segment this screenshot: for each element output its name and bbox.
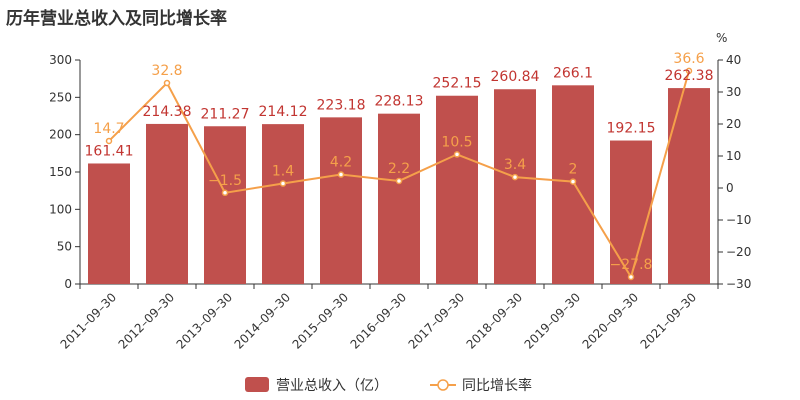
bar-value-label: 214.12 bbox=[259, 104, 308, 120]
bar-value-label: 262.38 bbox=[665, 68, 714, 84]
y-right-tick-label: −10 bbox=[726, 213, 751, 227]
legend-label-growth: 同比增长率 bbox=[462, 377, 532, 394]
bar-value-label: 161.41 bbox=[85, 143, 134, 159]
bar-value-label: 252.15 bbox=[433, 76, 482, 92]
growth-value-label: 1.4 bbox=[272, 164, 294, 180]
legend-marker-growth bbox=[437, 379, 449, 391]
y-right-tick-label: 30 bbox=[726, 85, 741, 99]
x-tick-label: 2014–09–30 bbox=[232, 290, 294, 352]
x-tick-label: 2011–09–30 bbox=[58, 290, 120, 352]
bar bbox=[668, 88, 710, 284]
bar bbox=[88, 163, 130, 284]
y-left-tick-label: 150 bbox=[49, 165, 72, 179]
chart-title: 历年营业总收入及同比增长率 bbox=[6, 9, 227, 29]
growth-value-label: 36.6 bbox=[673, 51, 704, 67]
growth-value-label: −1.5 bbox=[208, 173, 242, 189]
legend-swatch-revenue bbox=[245, 377, 269, 392]
y-right-tick-label: 10 bbox=[726, 149, 741, 163]
x-tick-label: 2012–09–30 bbox=[116, 290, 178, 352]
x-tick-label: 2017–09–30 bbox=[406, 290, 468, 352]
growth-point bbox=[453, 151, 461, 158]
growth-point bbox=[511, 173, 519, 181]
growth-value-label: 4.2 bbox=[330, 155, 352, 171]
growth-value-label: 2.2 bbox=[388, 161, 410, 177]
bar-value-label: 192.15 bbox=[607, 121, 656, 137]
y-right-axis-unit: % bbox=[716, 31, 727, 45]
x-tick-label: 2021–09–30 bbox=[638, 290, 700, 352]
bars-group bbox=[88, 85, 710, 285]
growth-point bbox=[685, 67, 693, 75]
growth-point bbox=[279, 180, 287, 187]
legend-label-revenue: 营业总收入（亿） bbox=[276, 378, 388, 394]
growth-value-label: 2 bbox=[569, 162, 578, 178]
bar bbox=[494, 89, 536, 284]
bar-value-label: 223.18 bbox=[317, 97, 366, 113]
growth-value-label: 10.5 bbox=[441, 134, 472, 150]
growth-value-label: 3.4 bbox=[504, 157, 526, 173]
labels-group: 161.41 214.38 211.27 214.12 223.18 228.13 252.… bbox=[85, 51, 714, 273]
bar-value-label: 214.38 bbox=[143, 104, 192, 120]
y-right-tick-label: 0 bbox=[726, 181, 734, 195]
bar bbox=[204, 126, 246, 284]
bar-value-label: 228.13 bbox=[375, 94, 424, 110]
growth-value-label: 32.8 bbox=[151, 63, 182, 79]
x-tick-label: 2013–09–30 bbox=[174, 290, 236, 352]
bar bbox=[610, 140, 652, 284]
y-left-tick-label: 0 bbox=[64, 277, 72, 291]
x-tick-label: 2019–09–30 bbox=[522, 290, 584, 352]
growth-point bbox=[569, 178, 577, 185]
growth-value-label: −27.8 bbox=[610, 257, 653, 273]
bar bbox=[146, 123, 188, 285]
y-right-tick-label: 40 bbox=[726, 53, 741, 67]
growth-point bbox=[163, 79, 171, 87]
y-left-tick-label: 100 bbox=[49, 202, 72, 216]
growth-point bbox=[337, 171, 345, 178]
growth-point bbox=[395, 177, 403, 185]
y-left-tick-label: 200 bbox=[49, 128, 72, 142]
bar-value-label: 260.84 bbox=[491, 69, 540, 85]
y-left-tick-label: 300 bbox=[49, 53, 72, 67]
bar bbox=[262, 124, 304, 284]
x-tick-label: 2015–09–30 bbox=[290, 290, 352, 352]
x-tick-label: 2020–09–30 bbox=[580, 290, 642, 352]
growth-point bbox=[627, 273, 635, 281]
growth-value-label: 14.7 bbox=[93, 121, 124, 137]
bar-value-label: 266.1 bbox=[553, 65, 593, 81]
growth-point bbox=[221, 189, 229, 197]
line-group bbox=[105, 67, 693, 281]
y-right-tick-label: −30 bbox=[726, 277, 751, 291]
y-right-tick-label: 20 bbox=[726, 117, 741, 131]
bar bbox=[378, 113, 420, 284]
y-right-tick-label: −20 bbox=[726, 245, 751, 259]
growth-point bbox=[105, 137, 113, 145]
y-left-tick-label: 250 bbox=[49, 90, 72, 104]
legend-group: 营业总收入（亿） 同比增长率 bbox=[245, 377, 532, 394]
bar-value-label: 211.27 bbox=[201, 106, 250, 122]
y-left-tick-label: 50 bbox=[57, 240, 72, 254]
x-tick-label: 2016–09–30 bbox=[348, 290, 410, 352]
x-tick-label: 2018–09–30 bbox=[464, 290, 526, 352]
bar bbox=[436, 95, 478, 284]
bar bbox=[320, 117, 362, 284]
